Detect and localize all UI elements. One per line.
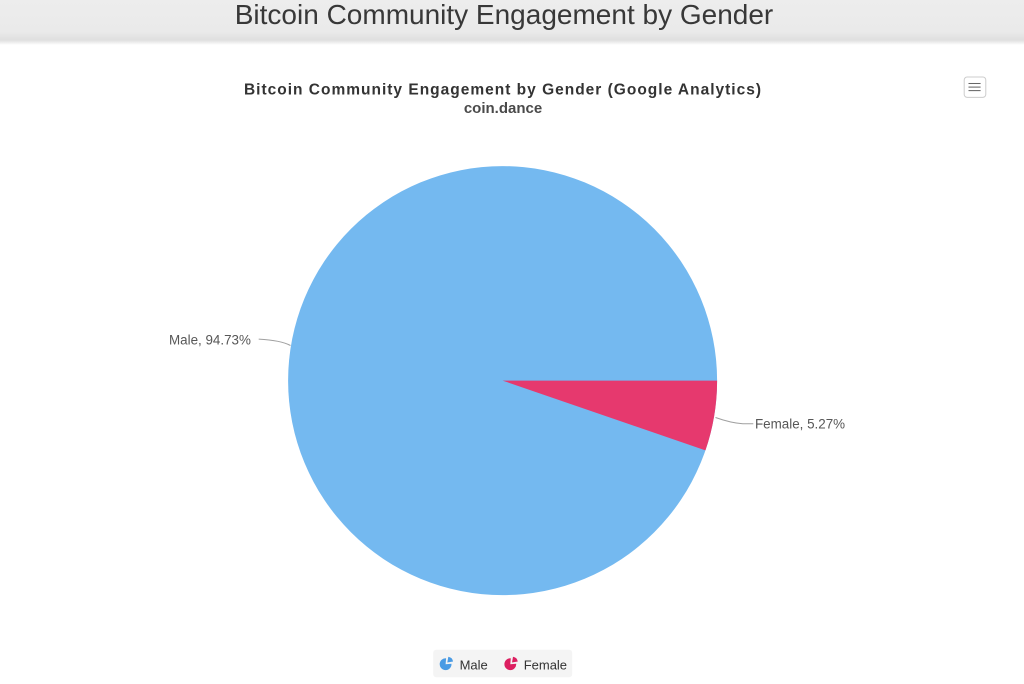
svg-text:Bitcoin Community Engagement b: Bitcoin Community Engagement by Gender (… bbox=[244, 82, 762, 99]
svg-text:coin.dance: coin.dance bbox=[464, 100, 542, 117]
svg-text:Male: Male bbox=[460, 658, 488, 673]
svg-text:Male, 94.73%: Male, 94.73% bbox=[169, 333, 251, 348]
svg-text:Female, 5.27%: Female, 5.27% bbox=[755, 416, 845, 431]
svg-text:Bitcoin Community Engagement b: Bitcoin Community Engagement by Gender bbox=[235, 0, 774, 30]
svg-text:Female: Female bbox=[524, 658, 567, 673]
